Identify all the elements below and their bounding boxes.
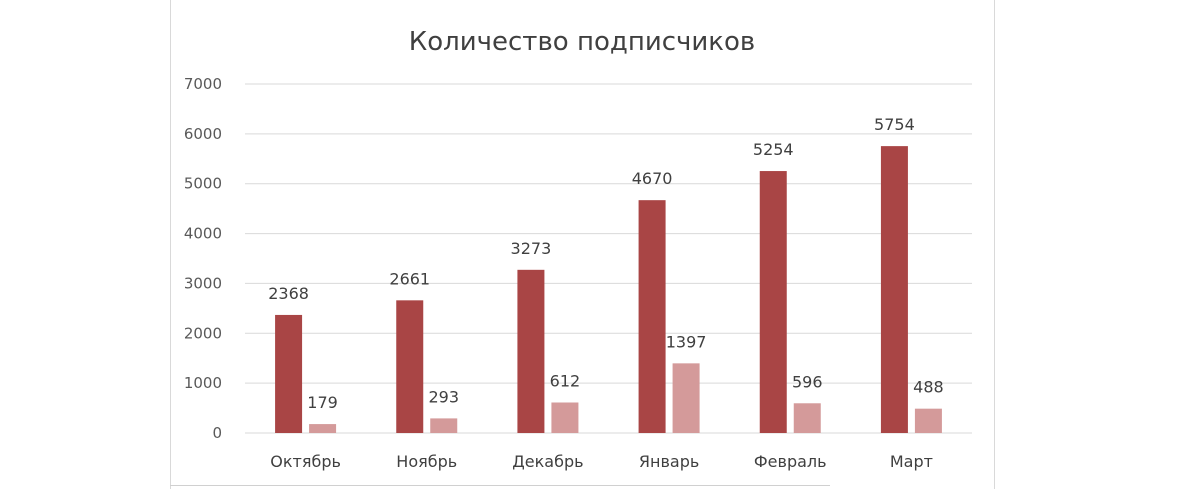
x-category-label: Октябрь <box>270 452 341 471</box>
bars <box>275 146 942 433</box>
data-label: 612 <box>550 371 581 390</box>
bar <box>672 363 700 433</box>
x-category-label: Февраль <box>754 452 827 471</box>
data-label: 293 <box>428 387 459 406</box>
data-label: 179 <box>307 393 338 412</box>
data-label: 2661 <box>389 269 430 288</box>
y-tick-label: 1000 <box>184 374 222 392</box>
grid <box>245 83 972 434</box>
x-category-label: Ноябрь <box>396 452 457 471</box>
y-tick-label: 2000 <box>184 324 222 342</box>
data-label: 488 <box>913 378 944 397</box>
bar <box>275 314 303 433</box>
data-labels: 2368 179 2661 293 3273 612 4670 1397 5254 596 5754… <box>268 115 943 412</box>
bar <box>396 300 424 433</box>
bar <box>759 171 787 433</box>
y-tick-label: 6000 <box>184 125 222 143</box>
chart-frame <box>170 0 995 489</box>
bar <box>638 200 666 433</box>
y-tick-label: 0 <box>212 424 222 442</box>
y-tick-label: 3000 <box>184 274 222 292</box>
data-label: 1397 <box>666 332 707 351</box>
bar <box>430 418 458 433</box>
y-tick-label: 5000 <box>184 175 222 193</box>
data-label: 5254 <box>753 140 794 159</box>
bar <box>793 403 821 433</box>
bottom-border <box>170 485 830 486</box>
data-label: 4670 <box>632 169 673 188</box>
bar <box>517 269 545 433</box>
chart-title: Количество подписчиков <box>409 27 755 57</box>
data-label: 3273 <box>511 239 552 258</box>
data-label: 5754 <box>874 115 915 134</box>
x-category-label: Март <box>890 452 933 471</box>
x-category-label: Декабрь <box>512 452 583 471</box>
x-category-label: Январь <box>639 452 699 471</box>
bar <box>551 402 579 433</box>
bar <box>309 424 337 433</box>
bar <box>914 408 942 433</box>
x-axis-categories: Октябрь Ноябрь Декабрь Январь Февраль Март <box>270 452 933 471</box>
data-label: 2368 <box>268 284 309 303</box>
bar <box>880 146 908 433</box>
y-tick-label: 4000 <box>184 225 222 243</box>
y-tick-label: 7000 <box>184 75 222 93</box>
y-axis-ticks: 0 1000 2000 3000 4000 5000 6000 7000 <box>184 75 222 442</box>
data-label: 596 <box>792 372 823 391</box>
